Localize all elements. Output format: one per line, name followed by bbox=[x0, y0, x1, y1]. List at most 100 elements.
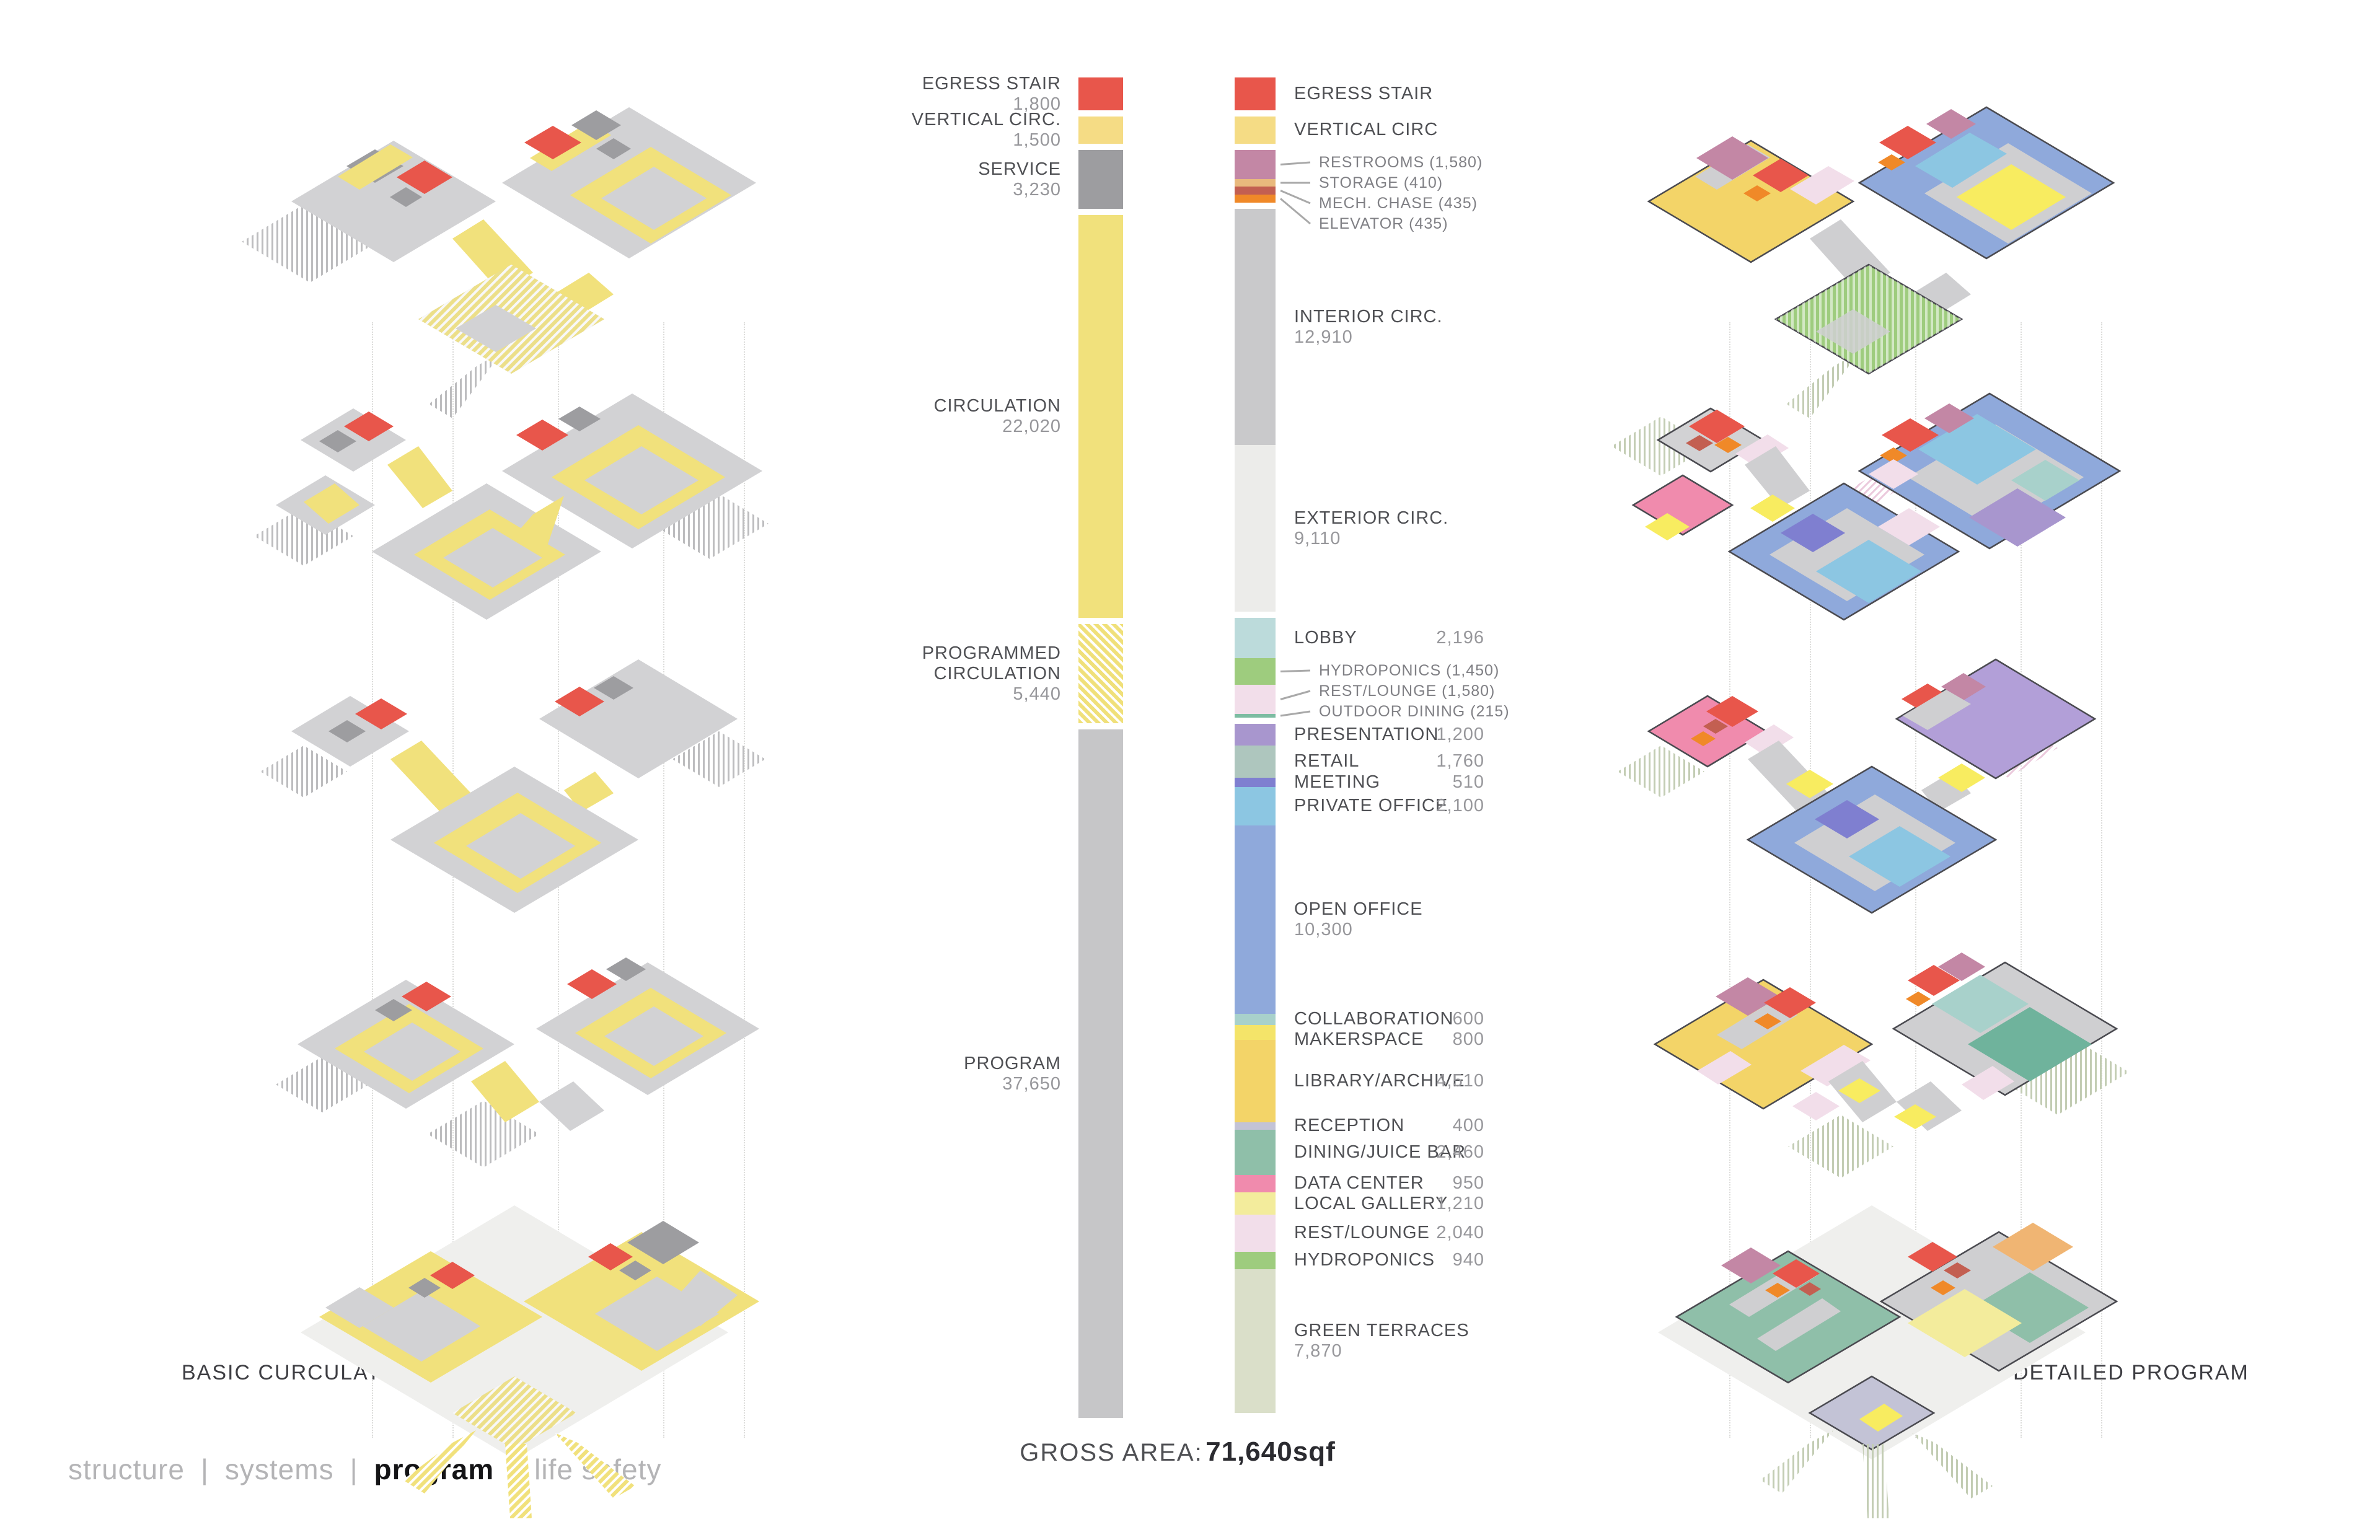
shape-hatch-ptGreen bbox=[1912, 1433, 1993, 1498]
detailed-bar-segment-open-office bbox=[1235, 825, 1276, 1014]
detailed-bar-segment-mech-chase bbox=[1235, 187, 1276, 195]
shape-egress bbox=[516, 420, 568, 451]
projection-dropline bbox=[452, 322, 454, 1438]
shape-restrooms bbox=[1716, 977, 1780, 1016]
axon-floor-3-basic bbox=[260, 659, 765, 913]
detailed-bar-segment-meeting bbox=[1235, 778, 1276, 787]
shape-elevator bbox=[1714, 437, 1742, 453]
shape-restrooms bbox=[1721, 1247, 1781, 1283]
detailed-bar-segment-egress bbox=[1235, 77, 1276, 110]
detailed-bar-label-egress: EGRESS STAIR bbox=[1294, 84, 1434, 103]
gross-area-label: GROSS AREA: bbox=[1020, 1439, 1203, 1466]
shape-service_dark bbox=[594, 676, 633, 700]
shape-hatch-ptGreen bbox=[1788, 1115, 1893, 1178]
detailed-bar-label-lobby: LOBBY bbox=[1294, 628, 1357, 648]
shape-mech_chase bbox=[1703, 719, 1728, 734]
shape-plate bbox=[456, 305, 536, 352]
shape-mech_chase bbox=[1944, 1262, 1971, 1278]
tab-structure[interactable]: structure bbox=[68, 1453, 185, 1485]
shape-gallery_bright bbox=[1838, 1078, 1880, 1103]
summary-bar-segment-programmed-circulation bbox=[1078, 624, 1123, 723]
detailed-bar-value-library-archive: 4,510 bbox=[1436, 1071, 1484, 1091]
summary-bar-segment-program bbox=[1078, 729, 1123, 1418]
shape-service_dark bbox=[558, 407, 601, 431]
detailed-bar-segment-interior-circ bbox=[1235, 209, 1276, 445]
shape-egress bbox=[344, 411, 394, 441]
shape-restrooms bbox=[1926, 109, 1976, 139]
detailed-bar-value-private-office: 2,100 bbox=[1436, 796, 1484, 816]
axon-floor-2-detailed bbox=[1653, 953, 2129, 1178]
shape-plate bbox=[443, 528, 542, 587]
shape-elevator bbox=[1931, 1280, 1955, 1295]
shape-egress bbox=[567, 969, 617, 999]
shape-service_dark bbox=[375, 999, 412, 1021]
detailed-bar-segment-rest-lounge-circ bbox=[1235, 685, 1276, 714]
detailed-bar-value-rest-lounge: 2,040 bbox=[1436, 1223, 1484, 1243]
shape-egress bbox=[355, 698, 407, 729]
shape-circ_grey bbox=[1897, 1081, 1962, 1131]
shape-plate bbox=[364, 1023, 461, 1081]
shape-hatch-ptYellow bbox=[452, 1376, 576, 1450]
shape-rest_lounge bbox=[1745, 724, 1794, 755]
detailed-bar-value-presentation: 1,200 bbox=[1436, 724, 1484, 744]
detailed-bar-segment-collaboration bbox=[1235, 1014, 1276, 1025]
detailed-bar-segment-dining-juice-bar bbox=[1235, 1130, 1276, 1175]
detailed-bar-label-meeting: MEETING bbox=[1294, 772, 1381, 792]
shape-service_dark bbox=[596, 138, 631, 159]
shape-egress bbox=[1908, 965, 1960, 996]
shape-rest_lounge bbox=[1878, 508, 1940, 545]
detailed-bar-segment-rest-lounge bbox=[1235, 1215, 1276, 1252]
summary-bar-label-service: SERVICE 3,230 bbox=[978, 159, 1061, 200]
gross-area-value: 71,640sqf bbox=[1205, 1437, 1336, 1467]
shape-elevator bbox=[1906, 992, 1931, 1006]
leader-line-restrooms bbox=[1280, 161, 1311, 165]
projection-dropline bbox=[1810, 322, 1811, 1438]
shape-plate bbox=[584, 446, 699, 514]
shape-hatch-ptYellow bbox=[555, 1433, 635, 1498]
shape-plate bbox=[601, 167, 707, 230]
summary-bar-label-circulation: CIRCULATION 22,020 bbox=[933, 396, 1061, 436]
shape-circulation bbox=[387, 446, 452, 508]
shape-plate bbox=[325, 1287, 394, 1328]
shape-egress bbox=[1764, 987, 1816, 1018]
detailed-bar-value-data-center: 950 bbox=[1452, 1173, 1484, 1193]
shape-entry_orange bbox=[1993, 1223, 2073, 1271]
shape-restrooms bbox=[1938, 953, 1985, 981]
shape-private_office bbox=[1915, 133, 2007, 188]
shape-circulation bbox=[564, 772, 614, 812]
detailed-bar-segment-hydroponics-circ bbox=[1235, 658, 1276, 685]
detailed-bar-value-retail: 1,760 bbox=[1436, 751, 1484, 771]
projection-dropline bbox=[1729, 322, 1730, 1438]
shape-rest_lounge bbox=[1962, 1066, 2014, 1100]
shape-hatch-ptGreen bbox=[1786, 352, 1859, 418]
detailed-bar-segment-storage bbox=[1235, 179, 1276, 187]
basic-circulation-diagram bbox=[242, 56, 812, 1518]
detailed-bar-label-presentation: PRESENTATION bbox=[1294, 724, 1439, 744]
shape-collaboration bbox=[1932, 975, 2029, 1033]
shape-hatch-ptGreen bbox=[1862, 1444, 1889, 1518]
shape-mech_chase bbox=[1799, 1282, 1821, 1296]
detailed-bar-segment-lobby bbox=[1235, 618, 1276, 658]
detailed-bar-segment-data-center bbox=[1235, 1175, 1276, 1192]
detailed-bar-label-green-terraces: GREEN TERRACES 7,870 bbox=[1294, 1321, 1470, 1361]
shape-egress bbox=[588, 1243, 633, 1270]
detailed-bar-value-lobby: 2,196 bbox=[1436, 628, 1484, 648]
detailed-bar-label-private-office: PRIVATE OFFICE bbox=[1294, 796, 1448, 816]
detailed-bar-label-hydroponics: HYDROPONICS bbox=[1294, 1250, 1435, 1270]
summary-bar-label-programmed-circulation: PROGRAMMED CIRCULATION 5,440 bbox=[922, 643, 1061, 704]
detailed-bar-value-makerspace: 800 bbox=[1452, 1029, 1484, 1049]
summary-bar-label-program: PROGRAM 37,650 bbox=[964, 1054, 1061, 1094]
nav-separator: | bbox=[200, 1453, 209, 1485]
detailed-bar-segment-restrooms bbox=[1235, 150, 1276, 179]
shape-elevator bbox=[1743, 185, 1771, 201]
shape-elevator bbox=[1765, 1283, 1790, 1298]
shape-hatch-ptGreen bbox=[1618, 746, 1704, 798]
axon-floor-5-detailed bbox=[1647, 106, 2115, 418]
leader-line-rest-lounge-circ bbox=[1280, 690, 1311, 700]
tab-systems[interactable]: systems bbox=[224, 1453, 334, 1485]
detailed-bar-segment-makerspace bbox=[1235, 1025, 1276, 1040]
shape-restrooms bbox=[1696, 136, 1768, 180]
view-tabs: structure|systems|program|life safety bbox=[68, 1453, 661, 1486]
